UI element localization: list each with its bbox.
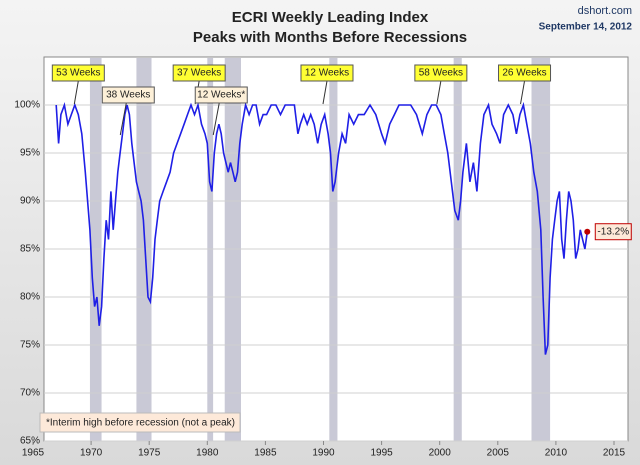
y-tick-label: 65% <box>20 436 40 447</box>
end-label: -13.2% <box>597 226 629 237</box>
annotation-text: 12 Weeks <box>305 68 349 79</box>
annotation-text: 26 Weeks <box>502 68 546 79</box>
annotation-box <box>498 64 552 82</box>
y-tick-label: 80% <box>20 292 40 303</box>
grid <box>32 104 628 445</box>
x-tick-label: 1980 <box>196 448 219 459</box>
footnote: *Interim high before recession (not a pe… <box>46 418 235 429</box>
annotation-box <box>51 64 105 82</box>
footnote-box <box>39 412 241 433</box>
x-tick-label: 2000 <box>429 448 452 459</box>
y-tick-label: 100% <box>14 100 40 111</box>
x-tick-label: 1985 <box>254 448 277 459</box>
x-tick-label: 1995 <box>370 448 393 459</box>
y-tick-label: 85% <box>20 244 40 255</box>
index-line <box>55 101 589 355</box>
annotation-box <box>194 86 248 104</box>
chart-subtitle: Peaks with Months Before Recessions <box>193 29 467 46</box>
date: September 14, 2012 <box>539 22 633 33</box>
source: dshort.com <box>578 5 632 17</box>
annotation-arrow <box>73 80 79 105</box>
annotation-text: 12 Weeks* <box>197 90 245 101</box>
x-tick-label: 1965 <box>22 448 45 459</box>
y-tick-label: 75% <box>20 340 40 351</box>
y-tick-label: 95% <box>20 148 40 159</box>
x-tick-label: 1975 <box>138 448 161 459</box>
annotation-arrow <box>520 80 526 105</box>
x-tick-label: 2005 <box>487 448 510 459</box>
annotation-text: 58 Weeks <box>419 68 463 79</box>
annotation-box <box>300 64 354 82</box>
annotation-text: 37 Weeks <box>177 68 221 79</box>
annotation-arrow <box>212 102 220 136</box>
series: -13.2% <box>55 101 632 355</box>
annotation-box <box>172 64 226 82</box>
x-tick-label: 2010 <box>545 448 568 459</box>
y-tick-label: 70% <box>20 388 40 399</box>
y-tick-label: 90% <box>20 196 40 207</box>
annotation-text: 38 Weeks <box>106 90 150 101</box>
x-tick-label: 1990 <box>312 448 335 459</box>
annotation-arrow <box>322 80 328 105</box>
annotation-box <box>101 86 155 104</box>
annotation-text: 53 Weeks <box>56 68 100 79</box>
annotations: 53 Weeks 38 Weeks 37 Weeks 12 Weeks* 12 Week… <box>51 64 552 136</box>
end-point <box>584 228 591 235</box>
annotation-arrow <box>436 80 442 105</box>
annotation-box <box>414 64 468 82</box>
chart-title: ECRI Weekly Leading Index <box>232 9 429 26</box>
annotation-arrow <box>119 102 127 136</box>
x-tick-label: 2015 <box>603 448 626 459</box>
x-tick-label: 1970 <box>80 448 103 459</box>
end-label-box <box>594 223 632 241</box>
